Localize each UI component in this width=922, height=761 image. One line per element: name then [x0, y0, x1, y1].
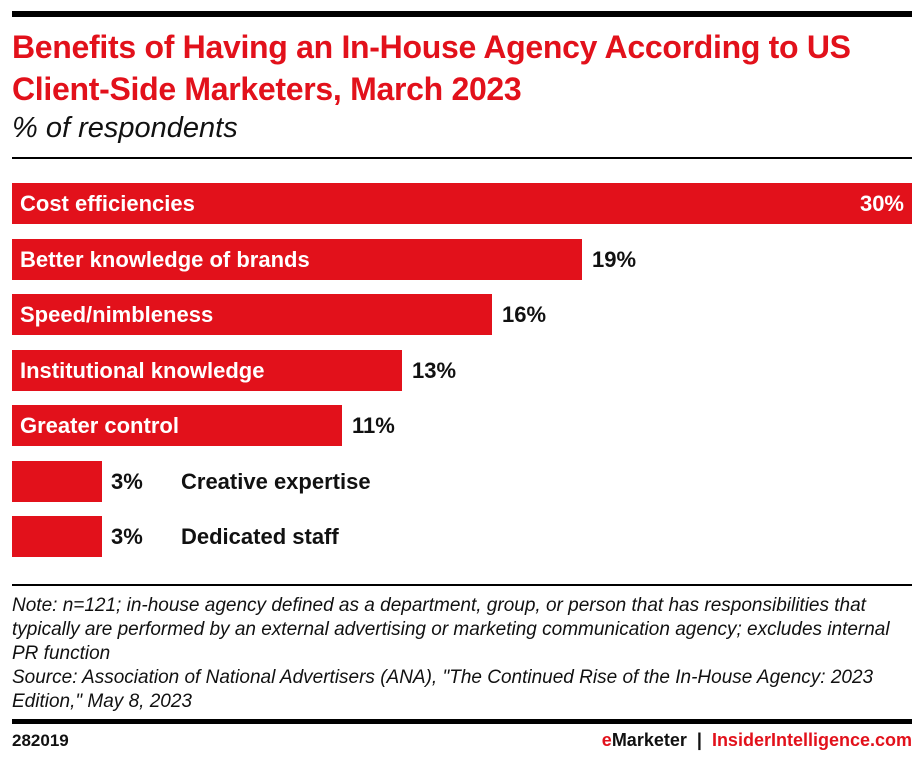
- bar: [12, 294, 492, 335]
- bottom-rule: [12, 719, 912, 724]
- bar: [12, 239, 582, 280]
- category-label: Institutional knowledge: [20, 358, 265, 383]
- bar: [12, 405, 342, 446]
- category-label: Better knowledge of brands: [20, 247, 310, 272]
- chart-id: 282019: [12, 731, 69, 750]
- value-label: 3%: [111, 524, 143, 549]
- note-text: Note: n=121; in-house agency defined as …: [12, 595, 890, 664]
- brand-site: InsiderIntelligence.com: [711, 730, 912, 750]
- brand-separator: |: [696, 730, 702, 750]
- value-label: 11%: [352, 413, 395, 438]
- value-label: 16%: [502, 302, 547, 327]
- bar-chart: Cost efficiencies 30% Better knowledge of …: [12, 183, 912, 557]
- brand-footer: eMarketer | InsiderIntelligence.com: [602, 730, 912, 751]
- top-rule: [12, 11, 912, 17]
- chart-title: Benefits of Having an In-House Agency Ac…: [12, 29, 851, 107]
- category-label: Creative expertise: [181, 469, 371, 494]
- notes: Note: n=121; in-house agency defined as …: [12, 594, 912, 714]
- bar: [12, 516, 102, 557]
- bar: [12, 350, 402, 391]
- source-text: Source: Association of National Advertis…: [12, 667, 874, 712]
- category-label: Greater control: [20, 413, 179, 438]
- category-label: Cost efficiencies: [20, 191, 195, 216]
- category-label: Speed/nimbleness: [20, 302, 214, 327]
- value-label: 3%: [111, 469, 143, 494]
- value-label: 13%: [412, 358, 457, 383]
- chart-subtitle: % of respondents: [12, 112, 238, 144]
- divider: [12, 584, 912, 586]
- value-label: 30%: [859, 191, 904, 216]
- brand-e: e: [601, 730, 612, 750]
- bar: [12, 183, 912, 224]
- bar: [12, 461, 102, 502]
- divider: [12, 157, 912, 159]
- brand-name: Marketer: [611, 730, 687, 750]
- value-label: 19%: [592, 247, 637, 272]
- category-label: Dedicated staff: [181, 524, 339, 549]
